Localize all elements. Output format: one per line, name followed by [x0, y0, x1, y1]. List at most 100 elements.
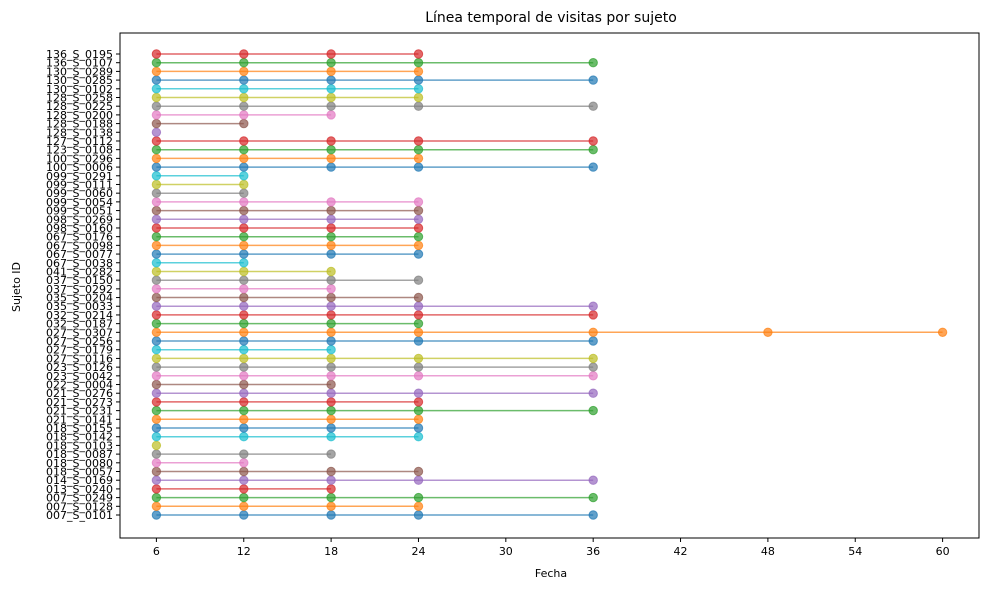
data-point — [151, 484, 162, 494]
data-point — [413, 397, 424, 407]
data-point — [151, 145, 162, 155]
data-point — [326, 301, 336, 311]
data-point — [326, 510, 336, 520]
data-point — [326, 145, 336, 155]
data-point — [151, 249, 162, 259]
y-tick-label: 099_S_0060 — [46, 187, 113, 200]
data-point — [413, 84, 424, 94]
data-point — [588, 336, 598, 346]
x-tick-label: 6 — [153, 545, 160, 558]
data-point — [151, 449, 162, 459]
data-point — [326, 223, 336, 233]
x-tick-label: 18 — [324, 545, 338, 558]
data-point — [239, 258, 249, 268]
data-point — [239, 171, 249, 181]
data-point — [413, 362, 424, 372]
y-tick-label: 027_S_0307 — [46, 326, 113, 339]
data-point — [413, 75, 424, 85]
data-point — [413, 292, 424, 303]
data-point — [937, 327, 948, 337]
data-point — [413, 353, 424, 364]
data-point — [151, 475, 162, 485]
data-point — [326, 249, 336, 259]
data-point — [151, 58, 162, 68]
data-point — [239, 136, 249, 146]
data-point — [151, 353, 162, 364]
data-point — [239, 484, 249, 494]
data-point — [413, 475, 424, 485]
data-point — [413, 145, 424, 155]
data-point — [239, 466, 249, 477]
y-tick-label: 018_S_0080 — [46, 457, 113, 470]
data-point — [326, 275, 336, 285]
data-point — [239, 197, 249, 207]
data-point — [326, 214, 336, 225]
data-point — [151, 92, 162, 103]
series-136_S_0107 — [151, 58, 598, 68]
data-point — [239, 510, 249, 520]
data-point — [239, 414, 249, 424]
y-tick-label: 067_S_0098 — [46, 239, 113, 252]
data-point — [413, 101, 424, 111]
y-tick-label: 035_S_0204 — [46, 292, 113, 305]
data-point — [326, 266, 336, 277]
series-128_S_0188 — [151, 118, 249, 129]
data-point — [413, 388, 424, 398]
data-point — [151, 414, 162, 424]
series-035_S_0033 — [151, 301, 598, 311]
y-tick-label: 123_S_0108 — [46, 144, 113, 157]
data-point — [151, 75, 162, 85]
y-tick-label: 018_S_0155 — [46, 422, 113, 435]
data-point — [239, 284, 249, 294]
series-100_S_0006 — [151, 162, 598, 172]
data-point — [326, 345, 336, 355]
data-point — [326, 84, 336, 94]
data-point — [239, 318, 249, 329]
data-point — [239, 405, 249, 416]
y-tick-label: 032_S_0214 — [46, 309, 113, 322]
data-point — [326, 423, 336, 433]
data-point — [151, 310, 162, 320]
series-128_S_0258 — [151, 92, 424, 103]
data-point — [326, 388, 336, 398]
y-tick-label: 027_S_0256 — [46, 335, 113, 348]
data-point — [326, 397, 336, 407]
data-point — [239, 84, 249, 94]
data-point — [326, 197, 336, 207]
series-136_S_0195 — [151, 49, 424, 59]
data-point — [588, 371, 598, 381]
data-point — [239, 162, 249, 172]
data-point — [413, 240, 424, 251]
series-037_S_0150 — [151, 275, 424, 285]
data-point — [239, 58, 249, 68]
series-067_S_0077 — [151, 249, 424, 259]
data-point — [239, 371, 249, 381]
data-point — [151, 197, 162, 207]
series-018_S_0057 — [151, 466, 424, 477]
data-point — [151, 127, 162, 138]
data-point — [239, 49, 249, 59]
data-point — [413, 501, 424, 511]
series-099_S_0051 — [151, 205, 424, 216]
data-point — [151, 232, 162, 242]
series-098_S_0269 — [151, 214, 424, 225]
y-tick-label: 021_S_0141 — [46, 413, 113, 426]
x-tick-label: 48 — [761, 545, 775, 558]
data-point — [326, 162, 336, 172]
data-point — [326, 153, 336, 164]
y-tick-label: 021_S_0231 — [46, 405, 113, 418]
data-point — [239, 110, 249, 120]
y-tick-label: 027_S_0116 — [46, 352, 113, 365]
data-point — [413, 327, 424, 337]
data-point — [151, 188, 162, 198]
data-point — [151, 405, 162, 416]
y-tick-label: 128_S_0188 — [46, 118, 113, 131]
data-point — [239, 301, 249, 311]
data-point — [151, 501, 162, 511]
data-point — [239, 223, 249, 233]
y-tick-label: 127_S_0112 — [46, 135, 113, 148]
plot-area — [151, 49, 948, 520]
y-tick-label: 018_S_0142 — [46, 431, 113, 444]
y-tick-label: 130_S_0289 — [46, 65, 113, 78]
y-axis-label: Sujeto ID — [10, 262, 23, 312]
